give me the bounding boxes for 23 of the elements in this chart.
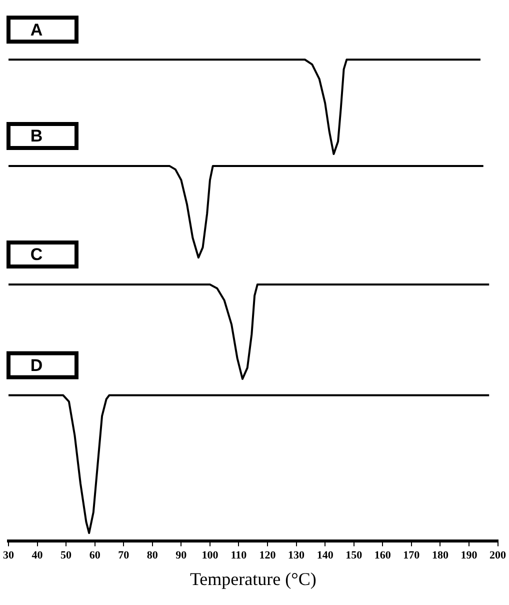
x-tick-label: 140: [316, 550, 334, 562]
x-tick-label: 30: [3, 550, 14, 562]
x-axis-title: Temperature (°C): [190, 568, 316, 589]
x-tick-label: 170: [403, 550, 420, 562]
x-tick-label: 130: [288, 550, 306, 562]
series-label: A: [30, 20, 43, 40]
x-tick-label: 160: [374, 550, 392, 562]
x-tick-label: 180: [432, 550, 449, 562]
x-tick-label: 80: [146, 550, 158, 562]
x-tick-label: 50: [60, 550, 72, 562]
x-tick-label: 200: [490, 550, 506, 562]
series-label: D: [30, 356, 43, 375]
x-tick-label: 190: [460, 550, 478, 562]
x-tick-label: 40: [32, 550, 44, 562]
x-tick-label: 90: [176, 550, 188, 562]
x-tick-label: 150: [346, 550, 363, 562]
series-label: C: [30, 245, 43, 264]
x-tick-label: 60: [89, 550, 101, 562]
x-tick-label: 120: [259, 550, 276, 562]
series-label: B: [30, 126, 43, 146]
x-tick-label: 110: [230, 550, 248, 562]
x-tick-label: 100: [202, 550, 219, 562]
x-tick-label: 70: [118, 550, 130, 562]
